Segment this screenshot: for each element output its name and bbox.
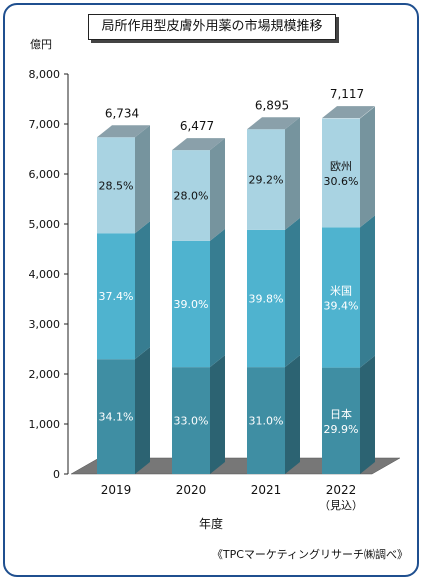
series-name-label: 欧州 <box>330 160 352 173</box>
y-tick-label: 1,000 <box>29 418 61 431</box>
bar-segment-side <box>285 217 300 368</box>
series-name-label: 米国 <box>330 284 352 297</box>
x-tick-label: 2022 <box>326 483 357 497</box>
bar-segment-side <box>135 347 150 474</box>
data-label: 29.9% <box>324 423 359 436</box>
data-label: 28.0% <box>174 189 209 202</box>
x-tick-sublabel: （見込） <box>319 499 363 512</box>
chart-title: 局所作用型皮膚外用薬の市場規模推移 <box>88 14 336 40</box>
total-label: 6,477 <box>180 119 214 133</box>
y-tick-label: 7,000 <box>29 118 61 131</box>
bar-segment-side <box>135 125 150 234</box>
bar-segment-side <box>210 355 225 474</box>
bar-top-face <box>247 117 300 130</box>
bar-segment <box>247 229 285 368</box>
bar-top-face <box>97 125 150 138</box>
bar-segment-side <box>210 228 225 368</box>
bar-segment <box>247 367 285 474</box>
bar-segment <box>97 359 135 474</box>
y-tick-label: 2,000 <box>29 368 61 381</box>
bar-segment <box>97 137 135 234</box>
bar-segment <box>247 129 285 230</box>
y-tick-label: 3,000 <box>29 318 61 331</box>
y-tick-label: 5,000 <box>29 218 61 231</box>
bar-segment <box>322 227 360 368</box>
bar-segment-side <box>360 215 375 368</box>
source-note: 《TPCマーケティングリサーチ㈱調べ》 <box>211 548 408 561</box>
data-label: 39.8% <box>249 293 284 306</box>
y-tick-label: 4,000 <box>29 268 61 281</box>
total-label: 6,895 <box>255 98 289 112</box>
bar-top-face <box>322 106 375 119</box>
bar-segment-side <box>360 106 375 228</box>
x-tick-label: 2020 <box>176 483 207 497</box>
data-label: 34.1% <box>99 411 134 424</box>
bar-segment-side <box>135 221 150 360</box>
total-label: 7,117 <box>330 87 364 101</box>
bar-segment <box>172 367 210 474</box>
bar-segment-side <box>285 355 300 474</box>
bar-segment <box>172 150 210 241</box>
data-label: 33.0% <box>174 415 209 428</box>
bar-segment-side <box>360 355 375 474</box>
data-label: 28.5% <box>99 179 134 192</box>
y-axis-unit-label: 億円 <box>30 38 52 51</box>
x-axis-title: 年度 <box>199 516 223 531</box>
bar-segment <box>322 118 360 228</box>
x-tick-label: 2021 <box>251 483 282 497</box>
x-tick-label: 2019 <box>101 483 132 497</box>
bar-segment <box>97 233 135 360</box>
data-label: 30.6% <box>324 175 359 188</box>
y-tick-label: 8,000 <box>29 68 61 81</box>
data-label: 37.4% <box>99 290 134 303</box>
data-label: 39.0% <box>174 298 209 311</box>
y-tick-label: 6,000 <box>29 168 61 181</box>
y-tick-label: 0 <box>53 468 60 481</box>
data-label: 39.4% <box>324 299 359 312</box>
data-label: 29.2% <box>249 174 284 187</box>
series-name-label: 日本 <box>330 407 352 421</box>
bar-segment-side <box>285 117 300 230</box>
total-label: 6,734 <box>105 106 139 120</box>
bar-segment <box>322 367 360 474</box>
bar-segment-side <box>210 138 225 241</box>
data-label: 31.0% <box>249 415 284 428</box>
bar-top-face <box>172 138 225 151</box>
bar-segment <box>172 240 210 368</box>
